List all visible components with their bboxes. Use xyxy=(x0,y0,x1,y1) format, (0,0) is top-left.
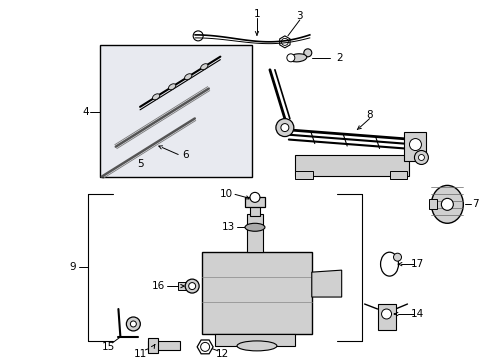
Bar xyxy=(244,197,264,207)
Text: 7: 7 xyxy=(471,199,478,210)
Circle shape xyxy=(418,154,424,161)
Ellipse shape xyxy=(184,74,191,80)
Circle shape xyxy=(130,321,136,327)
Circle shape xyxy=(393,253,401,261)
Circle shape xyxy=(126,317,140,331)
Bar xyxy=(100,45,251,177)
Polygon shape xyxy=(311,270,341,297)
Ellipse shape xyxy=(244,223,264,231)
Bar xyxy=(294,154,408,176)
Circle shape xyxy=(408,139,421,150)
Circle shape xyxy=(286,54,294,62)
Text: 2: 2 xyxy=(336,53,342,63)
Bar xyxy=(148,341,180,350)
Bar xyxy=(202,252,311,334)
Ellipse shape xyxy=(168,84,176,90)
Bar xyxy=(148,338,158,353)
Circle shape xyxy=(200,342,209,351)
Circle shape xyxy=(280,123,288,131)
Bar xyxy=(389,171,407,179)
Text: 15: 15 xyxy=(102,342,115,352)
Bar xyxy=(377,304,395,330)
Ellipse shape xyxy=(288,54,306,62)
Bar xyxy=(246,214,263,252)
Text: 10: 10 xyxy=(220,189,233,199)
Text: 4: 4 xyxy=(82,107,89,117)
Bar xyxy=(428,199,436,209)
Circle shape xyxy=(275,118,293,136)
Text: 8: 8 xyxy=(366,110,372,120)
Circle shape xyxy=(441,198,452,210)
Text: 3: 3 xyxy=(296,11,303,21)
Text: 17: 17 xyxy=(410,259,423,269)
Polygon shape xyxy=(279,36,289,48)
Text: 16: 16 xyxy=(152,281,165,291)
Ellipse shape xyxy=(237,341,276,351)
Bar xyxy=(178,282,192,290)
Ellipse shape xyxy=(200,64,207,70)
Circle shape xyxy=(414,150,427,165)
Bar xyxy=(215,334,294,346)
Ellipse shape xyxy=(430,185,462,223)
Text: 9: 9 xyxy=(69,262,76,272)
Polygon shape xyxy=(197,340,213,354)
Text: 14: 14 xyxy=(410,309,423,319)
Circle shape xyxy=(303,49,311,57)
Text: 5: 5 xyxy=(137,159,143,170)
Text: 1: 1 xyxy=(253,9,260,19)
Circle shape xyxy=(381,309,391,319)
Circle shape xyxy=(185,279,199,293)
Bar xyxy=(249,206,260,216)
Text: 6: 6 xyxy=(182,149,188,159)
Text: 12: 12 xyxy=(215,349,228,359)
Circle shape xyxy=(249,192,260,202)
Text: 11: 11 xyxy=(133,349,147,359)
Text: 13: 13 xyxy=(222,222,235,232)
Circle shape xyxy=(281,39,288,45)
Ellipse shape xyxy=(152,94,160,100)
Bar xyxy=(404,131,426,162)
Circle shape xyxy=(193,31,203,41)
Circle shape xyxy=(188,283,195,289)
Bar xyxy=(294,171,312,179)
